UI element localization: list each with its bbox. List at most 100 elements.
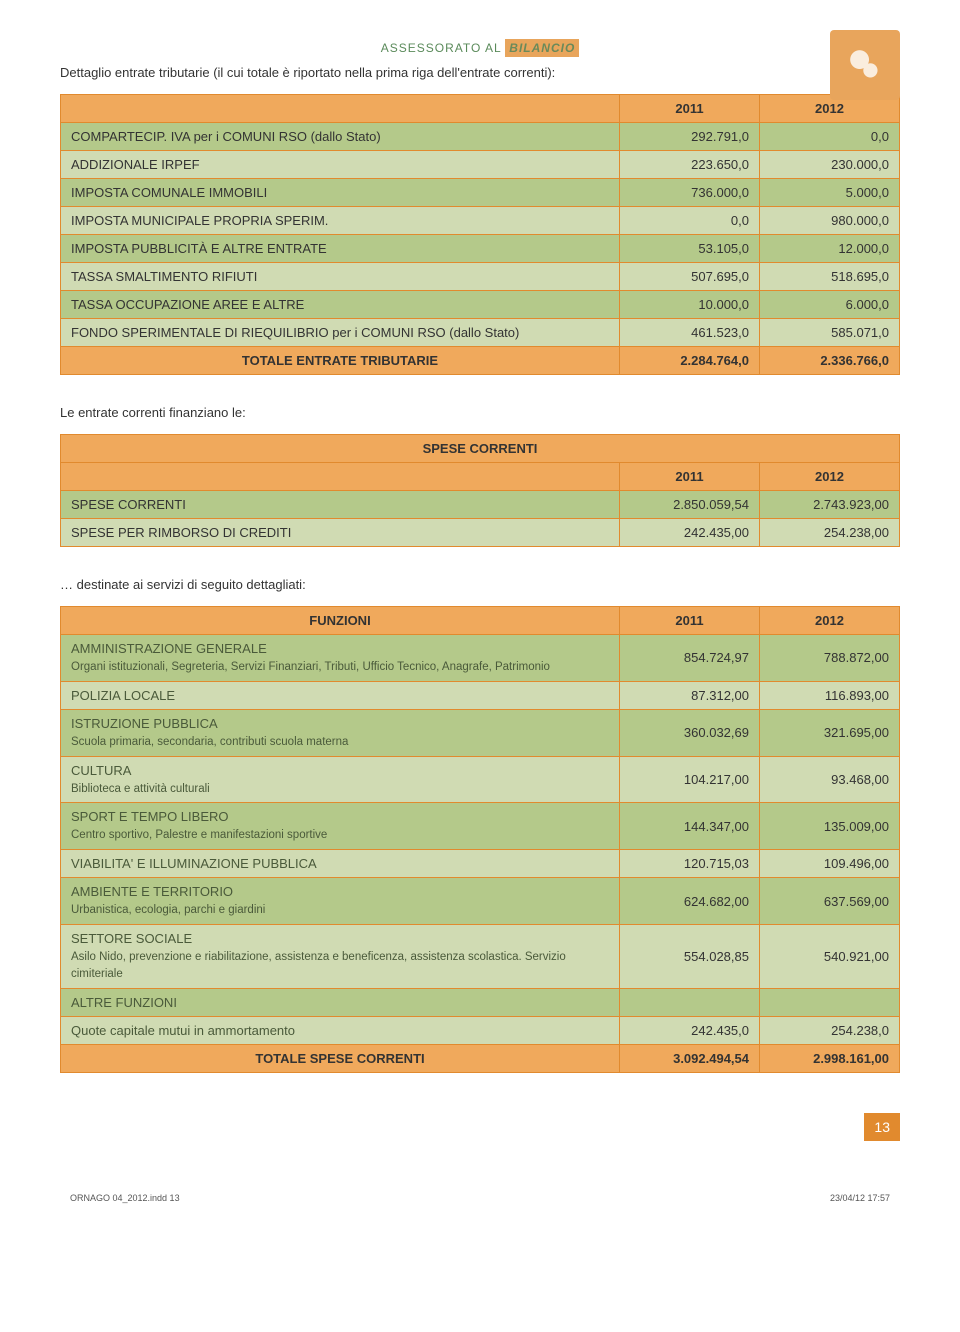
row-v1: 120.715,03: [620, 850, 760, 878]
row-label: SPESE CORRENTI: [61, 491, 620, 519]
row-v2: 321.695,00: [760, 709, 900, 756]
row-label-cell: AMBIENTE E TERRITORIO Urbanistica, ecolog…: [61, 878, 620, 925]
year-2: 2012: [760, 607, 900, 635]
row-v1: 2.850.059,54: [620, 491, 760, 519]
row-v1: 461.523,0: [620, 319, 760, 347]
table-entrate-tributarie: 2011 2012 COMPARTECIP. IVA per i COMUNI …: [60, 94, 900, 375]
row-v1: 223.650,0: [620, 151, 760, 179]
header-bold: BILANCIO: [505, 39, 579, 57]
row-title: AMMINISTRAZIONE GENERALE: [71, 641, 267, 656]
empty-header: [61, 463, 620, 491]
header: ASSESSORATO AL BILANCIO: [60, 40, 900, 55]
footer-left: ORNAGO 04_2012.indd 13: [70, 1193, 180, 1203]
row-v2: 788.872,00: [760, 635, 900, 682]
row-subtitle: Urbanistica, ecologia, parchi e giardini: [71, 904, 265, 916]
row-v1: 242.435,0: [620, 1016, 760, 1044]
row-v1: [620, 988, 760, 1016]
table3-title: FUNZIONI: [61, 607, 620, 635]
table-row: SPORT E TEMPO LIBEROCentro sportivo, Pal…: [61, 803, 900, 850]
intro-text-2: Le entrate correnti finanziano le:: [60, 405, 900, 420]
footer: ORNAGO 04_2012.indd 13 23/04/12 17:57: [60, 1193, 900, 1203]
row-v1: 104.217,00: [620, 756, 760, 803]
table-title-row: SPESE CORRENTI: [61, 435, 900, 463]
footer-right: 23/04/12 17:57: [830, 1193, 890, 1203]
table-row: TASSA SMALTIMENTO RIFIUTI507.695,0518.69…: [61, 263, 900, 291]
row-v1: 292.791,0: [620, 123, 760, 151]
total-v1: 2.284.764,0: [620, 347, 760, 375]
row-title: SPORT E TEMPO LIBERO: [71, 809, 229, 824]
table-row: TASSA OCCUPAZIONE AREE E ALTRE10.000,06.…: [61, 291, 900, 319]
row-label-cell: SETTORE SOCIALE Asilo Nido, prevenzione e…: [61, 925, 620, 989]
row-v2: 254.238,0: [760, 1016, 900, 1044]
table-row: VIABILITA' E ILLUMINAZIONE PUBBLICA 120.7…: [61, 850, 900, 878]
header-pre: ASSESSORATO AL: [381, 41, 502, 55]
row-label: SPESE PER RIMBORSO DI CREDITI: [61, 519, 620, 547]
row-v2: 109.496,00: [760, 850, 900, 878]
row-v2: 0,0: [760, 123, 900, 151]
table-row: AMBIENTE E TERRITORIO Urbanistica, ecolog…: [61, 878, 900, 925]
row-label: IMPOSTA PUBBLICITÀ E ALTRE ENTRATE: [61, 235, 620, 263]
empty-header: [61, 95, 620, 123]
table-row: CULTURA Biblioteca e attività culturali 10…: [61, 756, 900, 803]
row-v1: 0,0: [620, 207, 760, 235]
row-v2: 540.921,00: [760, 925, 900, 989]
row-title: AMBIENTE E TERRITORIO: [71, 884, 233, 899]
table-row: ALTRE FUNZIONI: [61, 988, 900, 1016]
table-header-row: 2011 2012: [61, 463, 900, 491]
row-label: COMPARTECIP. IVA per i COMUNI RSO (dallo…: [61, 123, 620, 151]
row-subtitle: Biblioteca e attività culturali: [71, 783, 210, 795]
row-v2: 230.000,0: [760, 151, 900, 179]
total-label: TOTALE ENTRATE TRIBUTARIE: [61, 347, 620, 375]
table-spese-correnti: SPESE CORRENTI 2011 2012 SPESE CORRENTI2…: [60, 434, 900, 547]
row-title: Quote capitale mutui in ammortamento: [71, 1023, 295, 1038]
table-row: AMMINISTRAZIONE GENERALEOrgani istituzio…: [61, 635, 900, 682]
row-label: FONDO SPERIMENTALE DI RIEQUILIBRIO per i…: [61, 319, 620, 347]
row-v1: 144.347,00: [620, 803, 760, 850]
row-v2: 5.000,0: [760, 179, 900, 207]
table-row: Quote capitale mutui in ammortamento 242.…: [61, 1016, 900, 1044]
table2-title: SPESE CORRENTI: [61, 435, 900, 463]
row-v2: 518.695,0: [760, 263, 900, 291]
row-label-cell: VIABILITA' E ILLUMINAZIONE PUBBLICA: [61, 850, 620, 878]
row-v1: 624.682,00: [620, 878, 760, 925]
row-v1: 854.724,97: [620, 635, 760, 682]
intro-text-1: Dettaglio entrate tributarie (il cui tot…: [60, 65, 900, 80]
row-v2: 585.071,0: [760, 319, 900, 347]
table-total-row: TOTALE SPESE CORRENTI 3.092.494,54 2.998…: [61, 1044, 900, 1072]
table-row: SPESE PER RIMBORSO DI CREDITI242.435,002…: [61, 519, 900, 547]
table-row: SETTORE SOCIALE Asilo Nido, prevenzione e…: [61, 925, 900, 989]
year-1: 2011: [620, 463, 760, 491]
intro-text-3: … destinate ai servizi di seguito dettag…: [60, 577, 900, 592]
row-title: CULTURA: [71, 763, 131, 778]
row-v2: [760, 988, 900, 1016]
row-v1: 242.435,00: [620, 519, 760, 547]
row-v2: 12.000,0: [760, 235, 900, 263]
row-label-cell: SPORT E TEMPO LIBEROCentro sportivo, Pal…: [61, 803, 620, 850]
row-title: VIABILITA' E ILLUMINAZIONE PUBBLICA: [71, 856, 317, 871]
row-v2: 2.743.923,00: [760, 491, 900, 519]
row-v2: 93.468,00: [760, 756, 900, 803]
row-v2: 6.000,0: [760, 291, 900, 319]
total-v2: 2.336.766,0: [760, 347, 900, 375]
row-label-cell: Quote capitale mutui in ammortamento: [61, 1016, 620, 1044]
table-row: ADDIZIONALE IRPEF223.650,0230.000,0: [61, 151, 900, 179]
row-v1: 53.105,0: [620, 235, 760, 263]
table-header-row: FUNZIONI 2011 2012: [61, 607, 900, 635]
table-row: FONDO SPERIMENTALE DI RIEQUILIBRIO per i…: [61, 319, 900, 347]
year-1: 2011: [620, 95, 760, 123]
row-v2: 980.000,0: [760, 207, 900, 235]
row-subtitle: Asilo Nido, prevenzione e riabilitazione…: [71, 951, 566, 980]
row-label-cell: ALTRE FUNZIONI: [61, 988, 620, 1016]
row-label: ADDIZIONALE IRPEF: [61, 151, 620, 179]
total-v2: 2.998.161,00: [760, 1044, 900, 1072]
row-title: SETTORE SOCIALE: [71, 931, 192, 946]
table-row: POLIZIA LOCALE87.312,00116.893,00: [61, 681, 900, 709]
row-title: POLIZIA LOCALE: [71, 688, 175, 703]
row-v2: 254.238,00: [760, 519, 900, 547]
row-title: ISTRUZIONE PUBBLICA: [71, 716, 218, 731]
row-label: TASSA OCCUPAZIONE AREE E ALTRE: [61, 291, 620, 319]
row-label: IMPOSTA COMUNALE IMMOBILI: [61, 179, 620, 207]
year-1: 2011: [620, 607, 760, 635]
table-row: ISTRUZIONE PUBBLICAScuola primaria, seco…: [61, 709, 900, 756]
row-v2: 116.893,00: [760, 681, 900, 709]
